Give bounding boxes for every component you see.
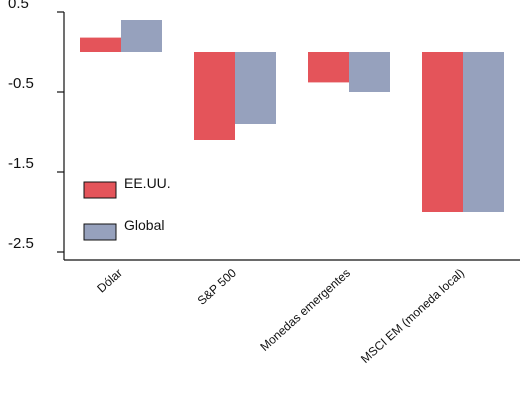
- legend-label-us: EE.UU.: [124, 175, 171, 191]
- legend-swatch-us: [83, 181, 117, 199]
- x-tick-label: MSCI EM (moneda local): [358, 266, 467, 366]
- bar-global-0: [121, 20, 162, 52]
- x-axis-labels: Dólar S&P 500 Monedas emergentes MSCI EM (m…: [94, 266, 467, 366]
- bar-global-3: [463, 52, 504, 212]
- x-tick-label: Monedas emergentes: [257, 266, 353, 354]
- y-axis-ticks: 0.5 -0.5 -1.5 -2.5: [8, 0, 64, 253]
- legend: EE.UU. Global: [83, 175, 171, 241]
- y-tick-label: -2.5: [8, 235, 34, 252]
- bar-global-2: [349, 52, 390, 92]
- bar-us-3: [422, 52, 463, 212]
- bar-global-1: [235, 52, 276, 124]
- bars: [80, 20, 504, 212]
- y-tick-label: 0.5: [8, 0, 29, 12]
- y-tick-label: -1.5: [8, 155, 34, 172]
- x-tick-label: Dólar: [94, 266, 125, 296]
- legend-label-global: Global: [124, 217, 164, 233]
- x-tick-label: S&P 500: [195, 266, 240, 308]
- bar-us-0: [80, 37, 121, 52]
- legend-swatch-global: [83, 223, 117, 241]
- y-tick-label: -0.5: [8, 75, 34, 92]
- bar-us-1: [194, 52, 235, 140]
- bar-us-2: [308, 52, 349, 83]
